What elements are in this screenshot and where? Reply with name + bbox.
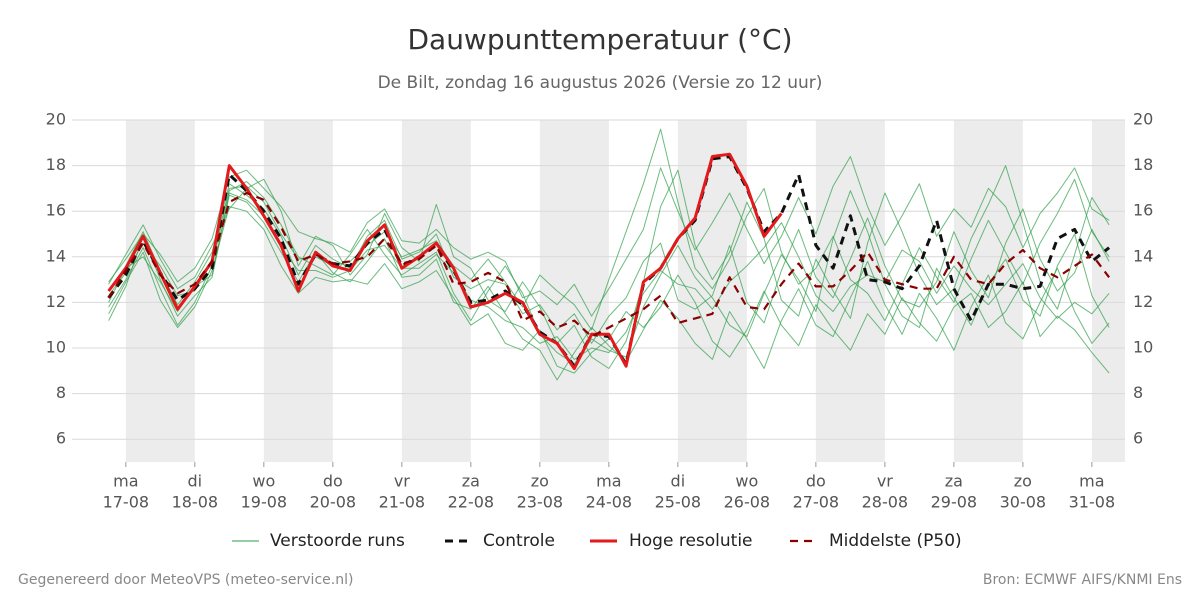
lines [107, 128, 1111, 381]
x-tick-weekday: wo [252, 472, 275, 491]
legend-label: Controle [483, 531, 555, 551]
chart-subtitle: De Bilt, zondag 16 augustus 2026 (Versie… [378, 73, 823, 93]
y-tick-label: 18 [46, 155, 66, 174]
day-band [401, 120, 471, 462]
y-tick-label: 20 [46, 110, 66, 129]
y-tick-label: 8 [56, 383, 66, 402]
ensemble-line [108, 156, 1110, 317]
day-band [815, 120, 885, 462]
x-tick-weekday: ma [1079, 472, 1104, 491]
y2-tick-label: 10 [1133, 338, 1153, 357]
x-tick-label: 23-08 [517, 493, 564, 512]
chart-title: Dauwpunttemperatuur (°C) [407, 23, 792, 56]
series-line [107, 152, 783, 370]
y2-tick-label: 14 [1133, 246, 1153, 265]
y2-tick-label: 20 [1133, 110, 1153, 129]
x-tick-label: 27-08 [793, 493, 840, 512]
x-tick-label: 26-08 [724, 493, 771, 512]
x-tick-label: 18-08 [172, 493, 219, 512]
x-tick-weekday: zo [1014, 472, 1032, 491]
day-band [953, 120, 1023, 462]
x-tick-weekday: di [188, 472, 203, 491]
x-tick-weekday: za [945, 472, 963, 491]
x-tick-weekday: za [462, 472, 480, 491]
x-tick-label: 30-08 [1000, 493, 1047, 512]
x-tick-label: 17-08 [103, 493, 150, 512]
x-tick-weekday: wo [735, 472, 758, 491]
x-tick-weekday: ma [113, 472, 138, 491]
weekend-bands [125, 120, 1125, 462]
y-tick-label: 14 [46, 246, 66, 265]
x-tick-weekday: zo [531, 472, 549, 491]
legend-label: Middelste (P50) [829, 531, 962, 551]
x-tick-label: 29-08 [931, 493, 978, 512]
y-tick-label: 6 [56, 429, 66, 448]
y2-tick-label: 8 [1133, 383, 1143, 402]
footer-right: Bron: ECMWF AIFS/KNMI Ens [983, 572, 1182, 588]
x-tick-label: 31-08 [1069, 493, 1116, 512]
legend-label: Hoge resolutie [629, 531, 753, 551]
day-band [677, 120, 747, 462]
day-band [539, 120, 609, 462]
x-tick-label: 25-08 [655, 493, 702, 512]
x-tick-weekday: vr [394, 472, 410, 491]
series-line [107, 191, 1110, 338]
x-tick-label: 21-08 [379, 493, 426, 512]
labels: 6 6 8 8 10 10 12 12 14 14 16 16 18 18 20 20 ma 17-08 di 18-… [46, 110, 1154, 512]
x-tick-weekday: do [806, 472, 826, 491]
day-band [125, 120, 195, 462]
y2-tick-label: 18 [1133, 155, 1153, 174]
x-tick-weekday: ma [596, 472, 621, 491]
y-tick-label: 10 [46, 338, 66, 357]
x-tick-weekday: vr [877, 472, 893, 491]
ensemble-line [108, 183, 1110, 344]
x-tick-label: 28-08 [862, 493, 909, 512]
x-tick-label: 24-08 [586, 493, 633, 512]
x-tick-weekday: do [323, 472, 343, 491]
day-band [1091, 120, 1125, 462]
ensemble-line [108, 128, 1110, 331]
footer-left: Gegenereerd door MeteoVPS (meteo-service… [18, 572, 353, 588]
y-tick-label: 16 [46, 201, 66, 220]
y-tick-label: 12 [46, 292, 66, 311]
y2-tick-label: 16 [1133, 201, 1153, 220]
y2-tick-label: 6 [1133, 429, 1143, 448]
x-tick-weekday: di [671, 472, 686, 491]
x-tick-label: 19-08 [241, 493, 288, 512]
legend-label: Verstoorde runs [270, 531, 405, 551]
y2-tick-label: 12 [1133, 292, 1153, 311]
x-tick-label: 20-08 [310, 493, 357, 512]
ensemble-line [108, 181, 1110, 365]
legend: Verstoorde runs Controle Hoge resolutie Mid… [232, 531, 962, 551]
x-tick-label: 22-08 [448, 493, 495, 512]
grid [72, 119, 1125, 467]
